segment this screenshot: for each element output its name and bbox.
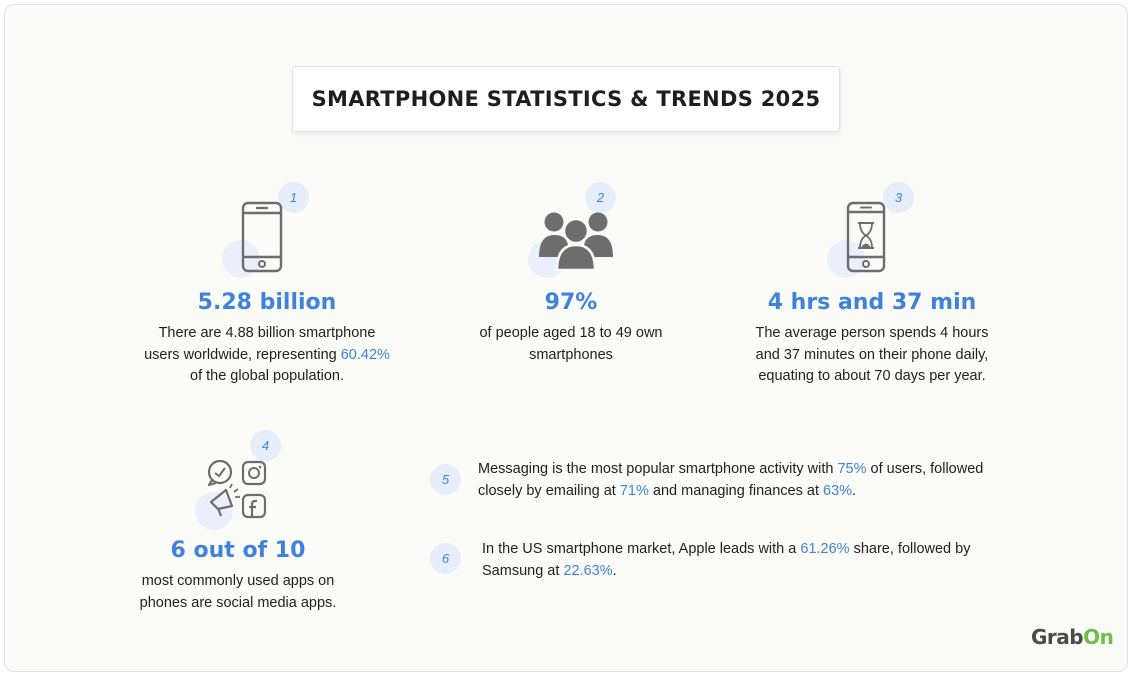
stat-value: 4 hrs and 37 min [767, 290, 977, 315]
fact-text: In the US smartphone market, Apple leads… [482, 541, 971, 579]
stat-description: most commonly used apps on phones are so… [139, 573, 337, 611]
stat-number-badge: 3 [883, 182, 914, 213]
stat-value: 6 out of 10 [170, 538, 306, 563]
fact-text: Messaging is the most popular smartphone… [478, 461, 984, 499]
fact-number-badge: 6 [430, 543, 461, 574]
stat-number-badge: 2 [585, 182, 616, 213]
stat-value: 5.28 billion [197, 290, 337, 315]
highlight: 60.42% [340, 346, 390, 363]
stat-number-badge: 4 [250, 430, 281, 461]
grabon-logo: GrabOn [1031, 625, 1114, 649]
phone-hourglass-icon [846, 201, 886, 273]
social-apps-icon [207, 459, 267, 519]
stat-description: There are 4.88 billion smartphone users … [144, 325, 390, 384]
stat-block: 5.28 billion There are 4.88 billion smar… [120, 290, 414, 388]
people-group-icon [539, 212, 613, 271]
page-title: SMARTPHONE STATISTICS & TRENDS 2025 [311, 87, 821, 111]
stat-description: The average person spends 4 hours and 37… [755, 325, 989, 384]
stat-value: 97% [544, 290, 598, 315]
stat-block: 4 hrs and 37 min The average person spen… [722, 290, 1022, 388]
smartphone-icon [241, 201, 283, 273]
stat-description: of people aged 18 to 49 own smartphones [479, 325, 663, 363]
stat-block: 97% of people aged 18 to 49 own smartpho… [424, 290, 718, 366]
stat-block: 6 out of 10 most commonly used apps on p… [108, 538, 368, 614]
stat-number-badge: 1 [278, 182, 309, 213]
fact-number-badge: 5 [430, 464, 461, 495]
title-banner: SMARTPHONE STATISTICS & TRENDS 2025 [292, 66, 840, 132]
